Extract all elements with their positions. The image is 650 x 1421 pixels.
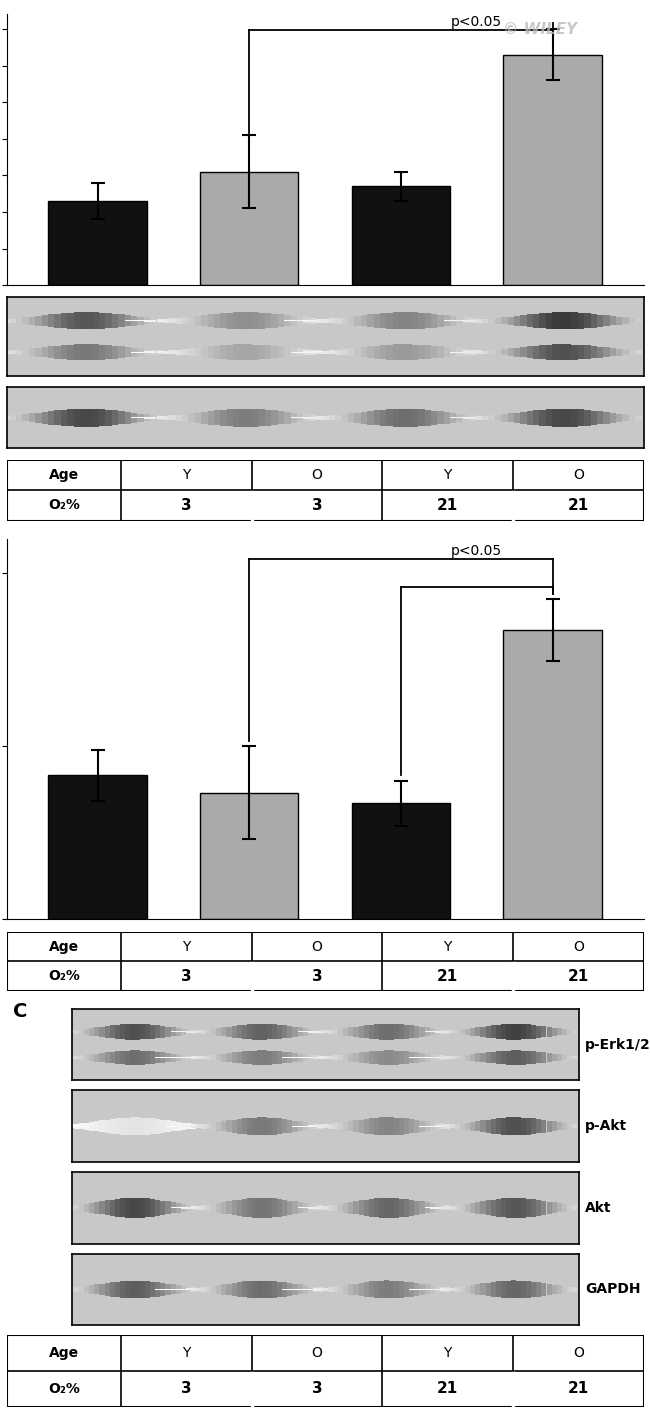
Text: 21: 21 — [567, 1381, 589, 1397]
Text: O: O — [311, 1346, 322, 1360]
Text: 21: 21 — [567, 497, 589, 513]
Text: Age: Age — [49, 468, 79, 482]
Text: Age: Age — [49, 1346, 79, 1360]
Bar — [352, 803, 450, 919]
Text: O: O — [573, 1346, 584, 1360]
Text: © WILEY: © WILEY — [503, 23, 577, 37]
Text: C: C — [13, 1002, 27, 1020]
Text: 3: 3 — [181, 1381, 192, 1397]
Text: 3: 3 — [312, 969, 322, 983]
Text: O: O — [311, 468, 322, 482]
Text: Y: Y — [443, 1346, 452, 1360]
Text: Y: Y — [182, 1346, 190, 1360]
Text: 21: 21 — [437, 497, 458, 513]
Bar — [352, 186, 450, 286]
Text: O₂%: O₂% — [48, 1381, 80, 1395]
Text: p-Akt: p-Akt — [585, 1120, 627, 1134]
Text: Akt: Akt — [585, 1201, 612, 1215]
Text: Y: Y — [443, 939, 452, 953]
Text: Y: Y — [182, 468, 190, 482]
Text: p<0.05: p<0.05 — [451, 14, 502, 28]
Text: O₂%: O₂% — [48, 969, 80, 983]
Text: GAPDH: GAPDH — [585, 1282, 640, 1296]
Text: 3: 3 — [181, 969, 192, 983]
Bar — [503, 54, 602, 286]
Text: Y: Y — [443, 468, 452, 482]
Text: 3: 3 — [312, 1381, 322, 1397]
Text: 21: 21 — [567, 969, 589, 983]
Text: O: O — [311, 939, 322, 953]
Text: Age: Age — [49, 939, 79, 953]
Text: Y: Y — [182, 939, 190, 953]
Text: O₂%: O₂% — [48, 499, 80, 513]
Bar — [48, 202, 147, 286]
Text: 3: 3 — [312, 497, 322, 513]
Text: 21: 21 — [437, 1381, 458, 1397]
Bar — [200, 793, 298, 919]
Text: 21: 21 — [437, 969, 458, 983]
Text: p<0.05: p<0.05 — [451, 544, 502, 557]
Bar — [200, 172, 298, 286]
Bar — [503, 631, 602, 919]
Text: O: O — [573, 468, 584, 482]
Bar — [48, 776, 147, 919]
Text: O: O — [573, 939, 584, 953]
Text: 3: 3 — [181, 497, 192, 513]
Text: p-Erk1/2: p-Erk1/2 — [585, 1037, 650, 1052]
